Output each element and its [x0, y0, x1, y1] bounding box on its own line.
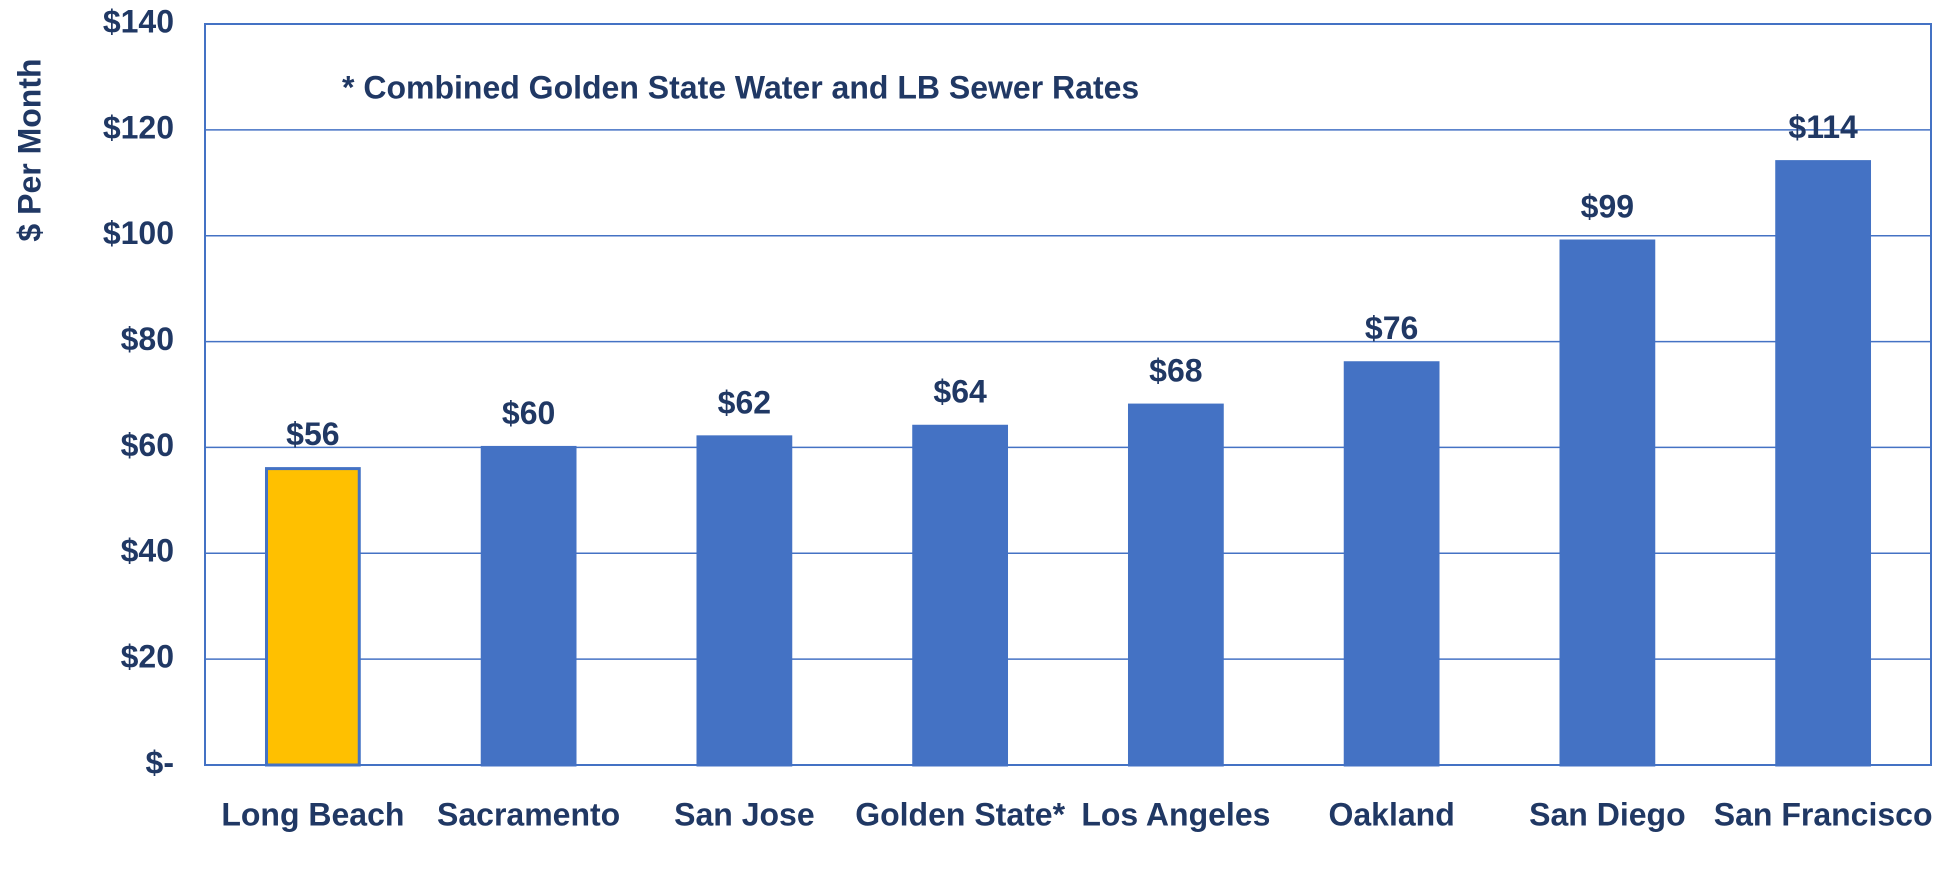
x-tick-label: Los Angeles	[1081, 796, 1270, 832]
value-label: $68	[1149, 353, 1202, 389]
x-tick-label: Golden State*	[855, 796, 1065, 832]
y-tick-label: $140	[103, 3, 174, 39]
bar	[1775, 160, 1872, 767]
annotation: * Combined Golden State Water and LB Sew…	[342, 69, 1139, 105]
value-label: $114	[1788, 109, 1858, 145]
x-tick-label: Oakland	[1328, 796, 1454, 832]
y-tick-label: $40	[121, 533, 174, 569]
x-tick-label: San Francisco	[1714, 796, 1933, 832]
bar	[1127, 403, 1224, 767]
bar	[1343, 361, 1440, 767]
y-tick-label: $20	[121, 639, 174, 675]
value-label: $64	[933, 374, 987, 410]
y-tick-label: $60	[121, 427, 174, 463]
value-label: $62	[718, 384, 771, 420]
x-tick-label: San Diego	[1529, 796, 1685, 832]
bar	[480, 445, 577, 767]
bar	[264, 467, 361, 767]
y-tick-label: $80	[121, 321, 174, 357]
y-tick-label: $100	[103, 215, 174, 251]
value-label: $56	[286, 416, 339, 452]
value-label: $60	[502, 395, 555, 431]
bar	[1559, 239, 1656, 767]
value-label: $99	[1581, 188, 1634, 224]
x-tick-label: Sacramento	[437, 796, 620, 832]
bar	[696, 435, 793, 767]
x-tick-label: Long Beach	[221, 796, 404, 832]
value-label: $76	[1365, 310, 1418, 346]
x-tick-label: San Jose	[674, 796, 815, 832]
y-tick-label: $120	[103, 109, 174, 145]
y-tick-label: $-	[146, 744, 174, 780]
bar	[912, 424, 1009, 767]
plot-border	[204, 23, 1932, 766]
y-axis-label: $ Per Month	[11, 58, 47, 241]
